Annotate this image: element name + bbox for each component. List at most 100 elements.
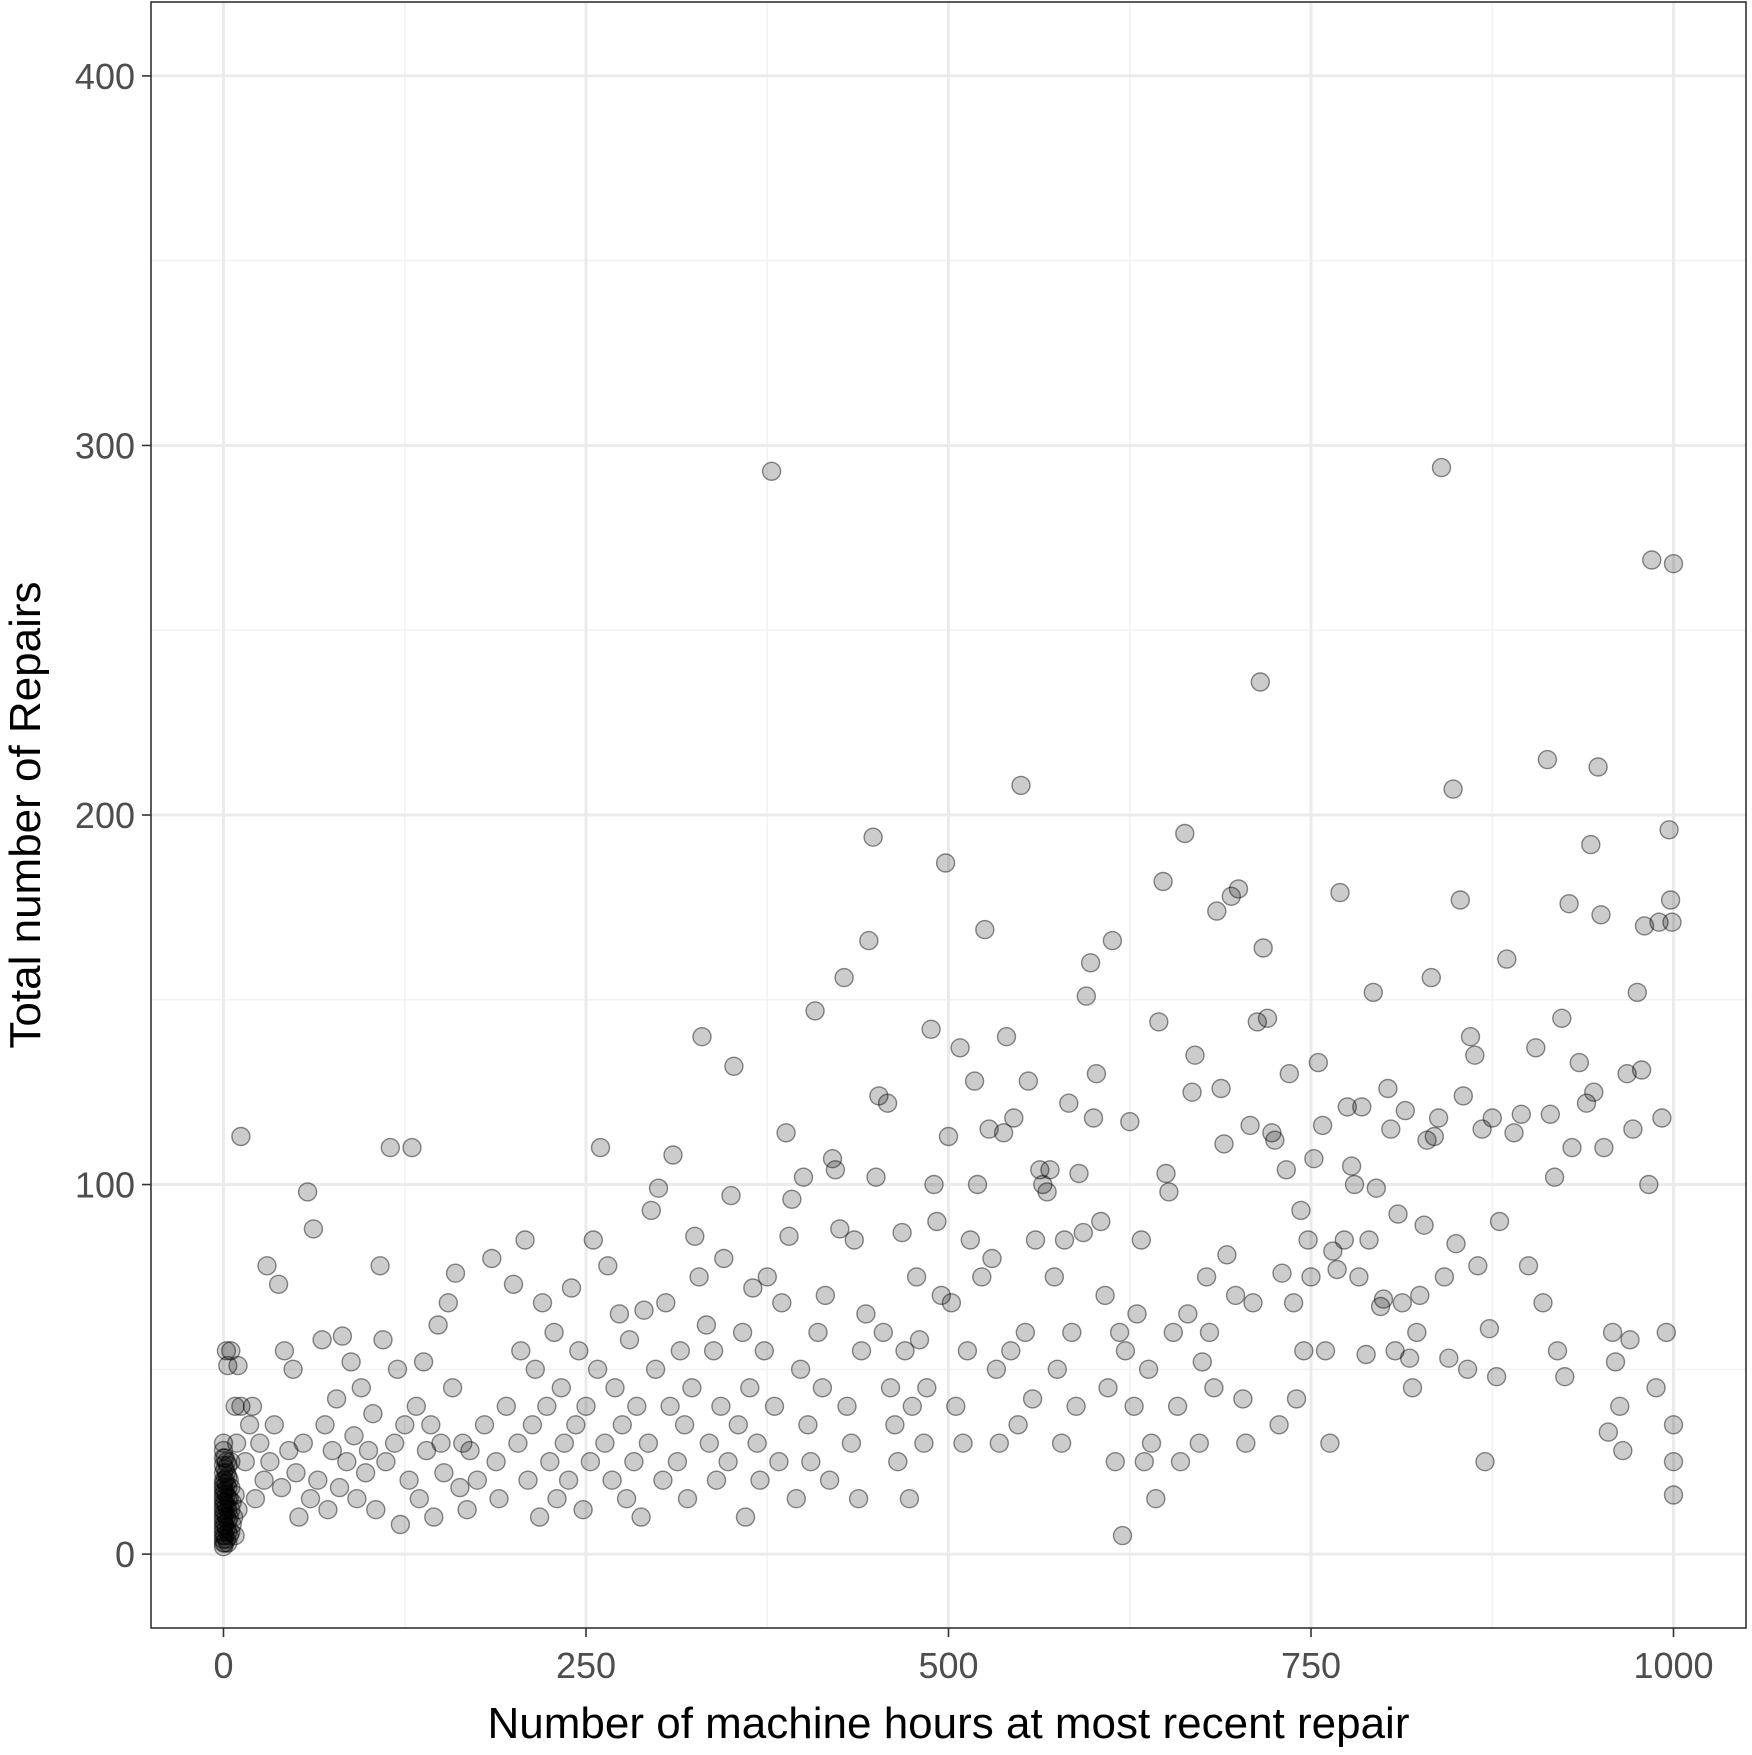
data-point [1642,550,1662,570]
data-point [457,1499,477,1520]
data-point [424,1507,444,1527]
data-point [1225,1285,1246,1306]
data-point [732,1322,753,1343]
data-point [445,1263,466,1283]
data-point [1407,1322,1427,1343]
data-point [1388,1204,1408,1224]
data-point [1562,1137,1582,1158]
data-point [216,1474,237,1494]
data-point [544,1322,564,1343]
data-point [1025,1230,1046,1250]
data-point [1199,1322,1220,1343]
data-point [1417,1130,1437,1150]
data-point [561,1278,582,1298]
data-point [213,1499,234,1520]
data-point [960,1230,980,1250]
data-point [805,1001,825,1021]
data-point [927,1211,947,1232]
data-point [779,1226,799,1247]
data-point [413,1352,434,1372]
data-point [1253,938,1273,958]
data-point [1304,1148,1324,1169]
data-point [841,1433,862,1453]
y-tick-label: 0 [115,1534,135,1575]
data-point [1631,1060,1652,1080]
data-point [1352,1097,1372,1117]
data-point [264,1415,284,1435]
data-point [764,1396,785,1417]
data-point [1363,982,1384,1003]
data-point [1663,1451,1684,1472]
data-point [906,1267,927,1287]
data-point [235,1451,256,1472]
data-point [899,1488,920,1509]
data-point [1059,1093,1079,1113]
data-point [390,1514,411,1535]
data-point [1468,1256,1488,1276]
data-point [1537,749,1558,770]
data-point [1015,1322,1036,1343]
data-point [830,1219,850,1239]
data-point [996,1026,1017,1047]
data-point [598,1256,618,1276]
data-point [979,1119,999,1139]
data-point [689,1267,709,1287]
data-point [1421,967,1442,988]
data-point [218,1466,238,1487]
data-point [1109,1322,1130,1343]
data-point [213,1470,234,1490]
data-point [1663,554,1684,574]
data-point [231,1126,251,1147]
data-point [595,1433,615,1453]
data-point [1054,1230,1075,1250]
data-point [1131,1230,1152,1250]
data-point [1040,1160,1060,1180]
data-point [1030,1160,1050,1180]
data-point [1460,1026,1481,1047]
data-point [1453,1086,1474,1106]
data-point [332,1326,353,1346]
data-point [1153,871,1173,892]
data-point [1076,986,1097,1006]
data-point [1399,1348,1420,1368]
data-point [274,1341,295,1361]
data-point [268,1274,289,1295]
data-point [1250,672,1271,692]
data-point [254,1470,274,1490]
data-point [1163,1322,1184,1343]
data-point [225,1485,245,1505]
data-point [892,1222,912,1243]
data-point [213,1433,234,1453]
data-point [213,1488,234,1509]
data-point [993,1123,1014,1143]
data-point [1207,901,1227,921]
data-point [1138,1359,1159,1380]
data-point [1584,1082,1604,1102]
data-point [1167,1396,1188,1417]
data-point [1037,1182,1057,1202]
data-point [1518,1256,1539,1276]
data-point [877,1093,898,1113]
data-point [216,1463,237,1483]
data-point [218,1455,238,1476]
data-point [1334,1230,1355,1250]
data-point [511,1341,531,1361]
data-point [218,1522,238,1542]
data-point [215,1459,235,1479]
data-point [219,1507,240,1527]
data-point [1182,1082,1202,1102]
data-point [216,1496,237,1516]
data-point [1540,1104,1561,1125]
data-point [1349,1267,1369,1287]
data-point [1095,1285,1115,1306]
data-point [1439,1348,1459,1368]
data-point [1069,1163,1089,1184]
data-point [213,1511,234,1531]
data-point [757,1267,777,1287]
data-point [1170,1451,1191,1472]
data-point [213,1514,234,1535]
data-point [279,1440,299,1461]
data-point [1547,1341,1568,1361]
data-point [1011,775,1031,796]
